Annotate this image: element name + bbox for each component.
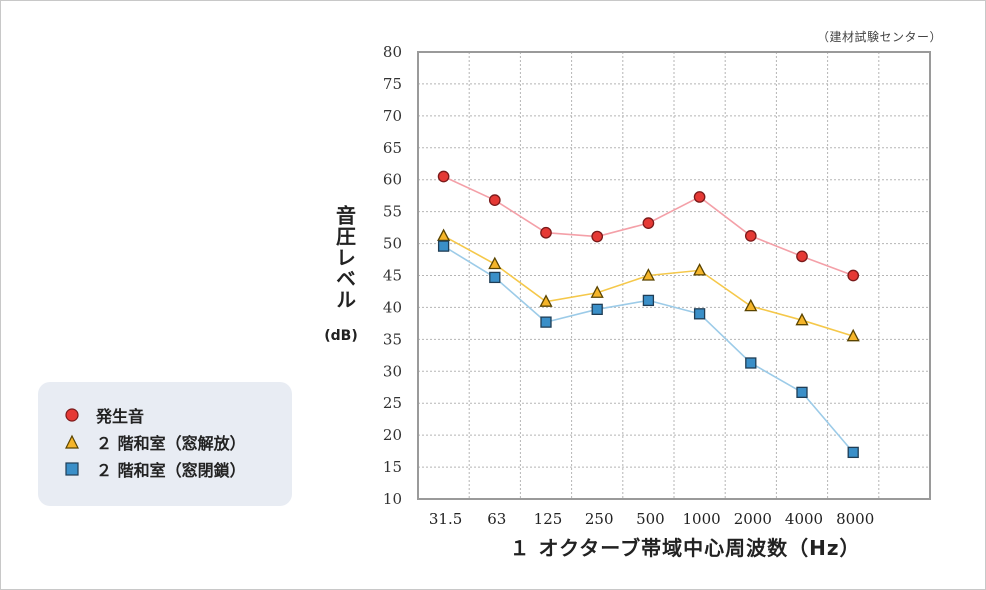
- data-point: [591, 230, 604, 243]
- y-tick-label: 20: [383, 426, 402, 444]
- y-tick-label: 15: [383, 458, 402, 476]
- legend: 発生音 ２ 階和室（窓解放） ２ 階和室（窓閉鎖）: [38, 382, 292, 506]
- circle-marker-icon: [65, 408, 79, 422]
- data-point: [744, 298, 758, 312]
- legend-label: ２ 階和室（窓閉鎖）: [96, 461, 246, 480]
- x-tick-label: 4000: [785, 510, 823, 528]
- data-point: [488, 256, 502, 270]
- series-3: [437, 240, 859, 459]
- y-tick-label: 65: [383, 139, 402, 157]
- data-point: [847, 446, 859, 459]
- data-point: [744, 230, 757, 242]
- legend-item-window-open: ２ 階和室（窓解放）: [64, 431, 246, 453]
- legend-item-generated-sound: 発生音: [64, 404, 144, 426]
- y-tick-label: 80: [383, 43, 402, 61]
- square-marker-icon: [65, 462, 79, 476]
- data-point: [590, 285, 604, 298]
- y-tick-label: 70: [383, 107, 402, 125]
- x-axis-label: １ オクターブ帯域中心周波数（Hz）: [509, 536, 861, 560]
- y-tick-label: 50: [383, 235, 402, 253]
- source-note: （建材試験センター）: [816, 30, 942, 44]
- series-group: [437, 170, 860, 459]
- series-2: [437, 228, 860, 342]
- y-axis-unit: (dB): [324, 328, 358, 344]
- data-point: [745, 357, 757, 369]
- y-axis-title: 音圧レベル: [332, 205, 357, 310]
- x-tick-label: 8000: [836, 510, 874, 528]
- data-point: [641, 268, 655, 281]
- y-axis-label: 音圧レベル (dB): [324, 205, 362, 349]
- data-point: [693, 308, 706, 320]
- data-point: [846, 328, 860, 342]
- data-point: [693, 191, 706, 203]
- y-tick-label: 30: [383, 362, 402, 380]
- data-point: [795, 312, 809, 326]
- y-tick-label: 75: [383, 75, 402, 93]
- data-point: [642, 294, 655, 307]
- plot-border: [417, 51, 931, 500]
- legend-label: ２ 階和室（窓解放）: [96, 434, 246, 453]
- y-tick-label: 10: [383, 490, 402, 508]
- x-tick-labels: 31.5 63 125 250 500 1000 2000 4000 8000: [429, 510, 874, 528]
- x-tick-label: 2000: [734, 510, 772, 528]
- y-tick-label: 60: [383, 171, 402, 189]
- data-point: [437, 240, 450, 252]
- data-point: [540, 226, 552, 239]
- series-1: [437, 170, 860, 282]
- data-point: [591, 303, 603, 315]
- data-point: [437, 228, 451, 242]
- data-point: [847, 269, 860, 282]
- x-tick-label: 31.5: [429, 510, 462, 528]
- y-tick-label: 25: [383, 394, 402, 412]
- triangle-marker-icon: [65, 434, 79, 449]
- x-tick-label: 63: [487, 510, 506, 528]
- x-tick-label: 500: [636, 510, 665, 528]
- data-point: [796, 386, 808, 399]
- data-point: [539, 294, 553, 307]
- data-point: [693, 262, 707, 276]
- x-tick-label: 250: [585, 510, 614, 528]
- x-tick-label: 1000: [683, 510, 721, 528]
- data-point: [642, 217, 655, 229]
- data-point: [540, 316, 552, 328]
- y-tick-labels: 80 75 70 65 60 55 50 45 40 35 30 25 20 15 10: [383, 43, 402, 508]
- legend-label: 発生音: [96, 407, 145, 426]
- data-point: [437, 170, 450, 183]
- x-tick-label: 125: [534, 510, 563, 528]
- y-tick-label: 45: [383, 267, 402, 285]
- data-point: [796, 250, 808, 263]
- y-tick-label: 35: [383, 330, 402, 348]
- legend-item-window-closed: ２ 階和室（窓閉鎖）: [64, 458, 246, 480]
- y-tick-label: 55: [383, 203, 402, 221]
- data-point: [488, 194, 501, 206]
- y-tick-label: 40: [383, 298, 402, 316]
- data-point: [489, 271, 501, 284]
